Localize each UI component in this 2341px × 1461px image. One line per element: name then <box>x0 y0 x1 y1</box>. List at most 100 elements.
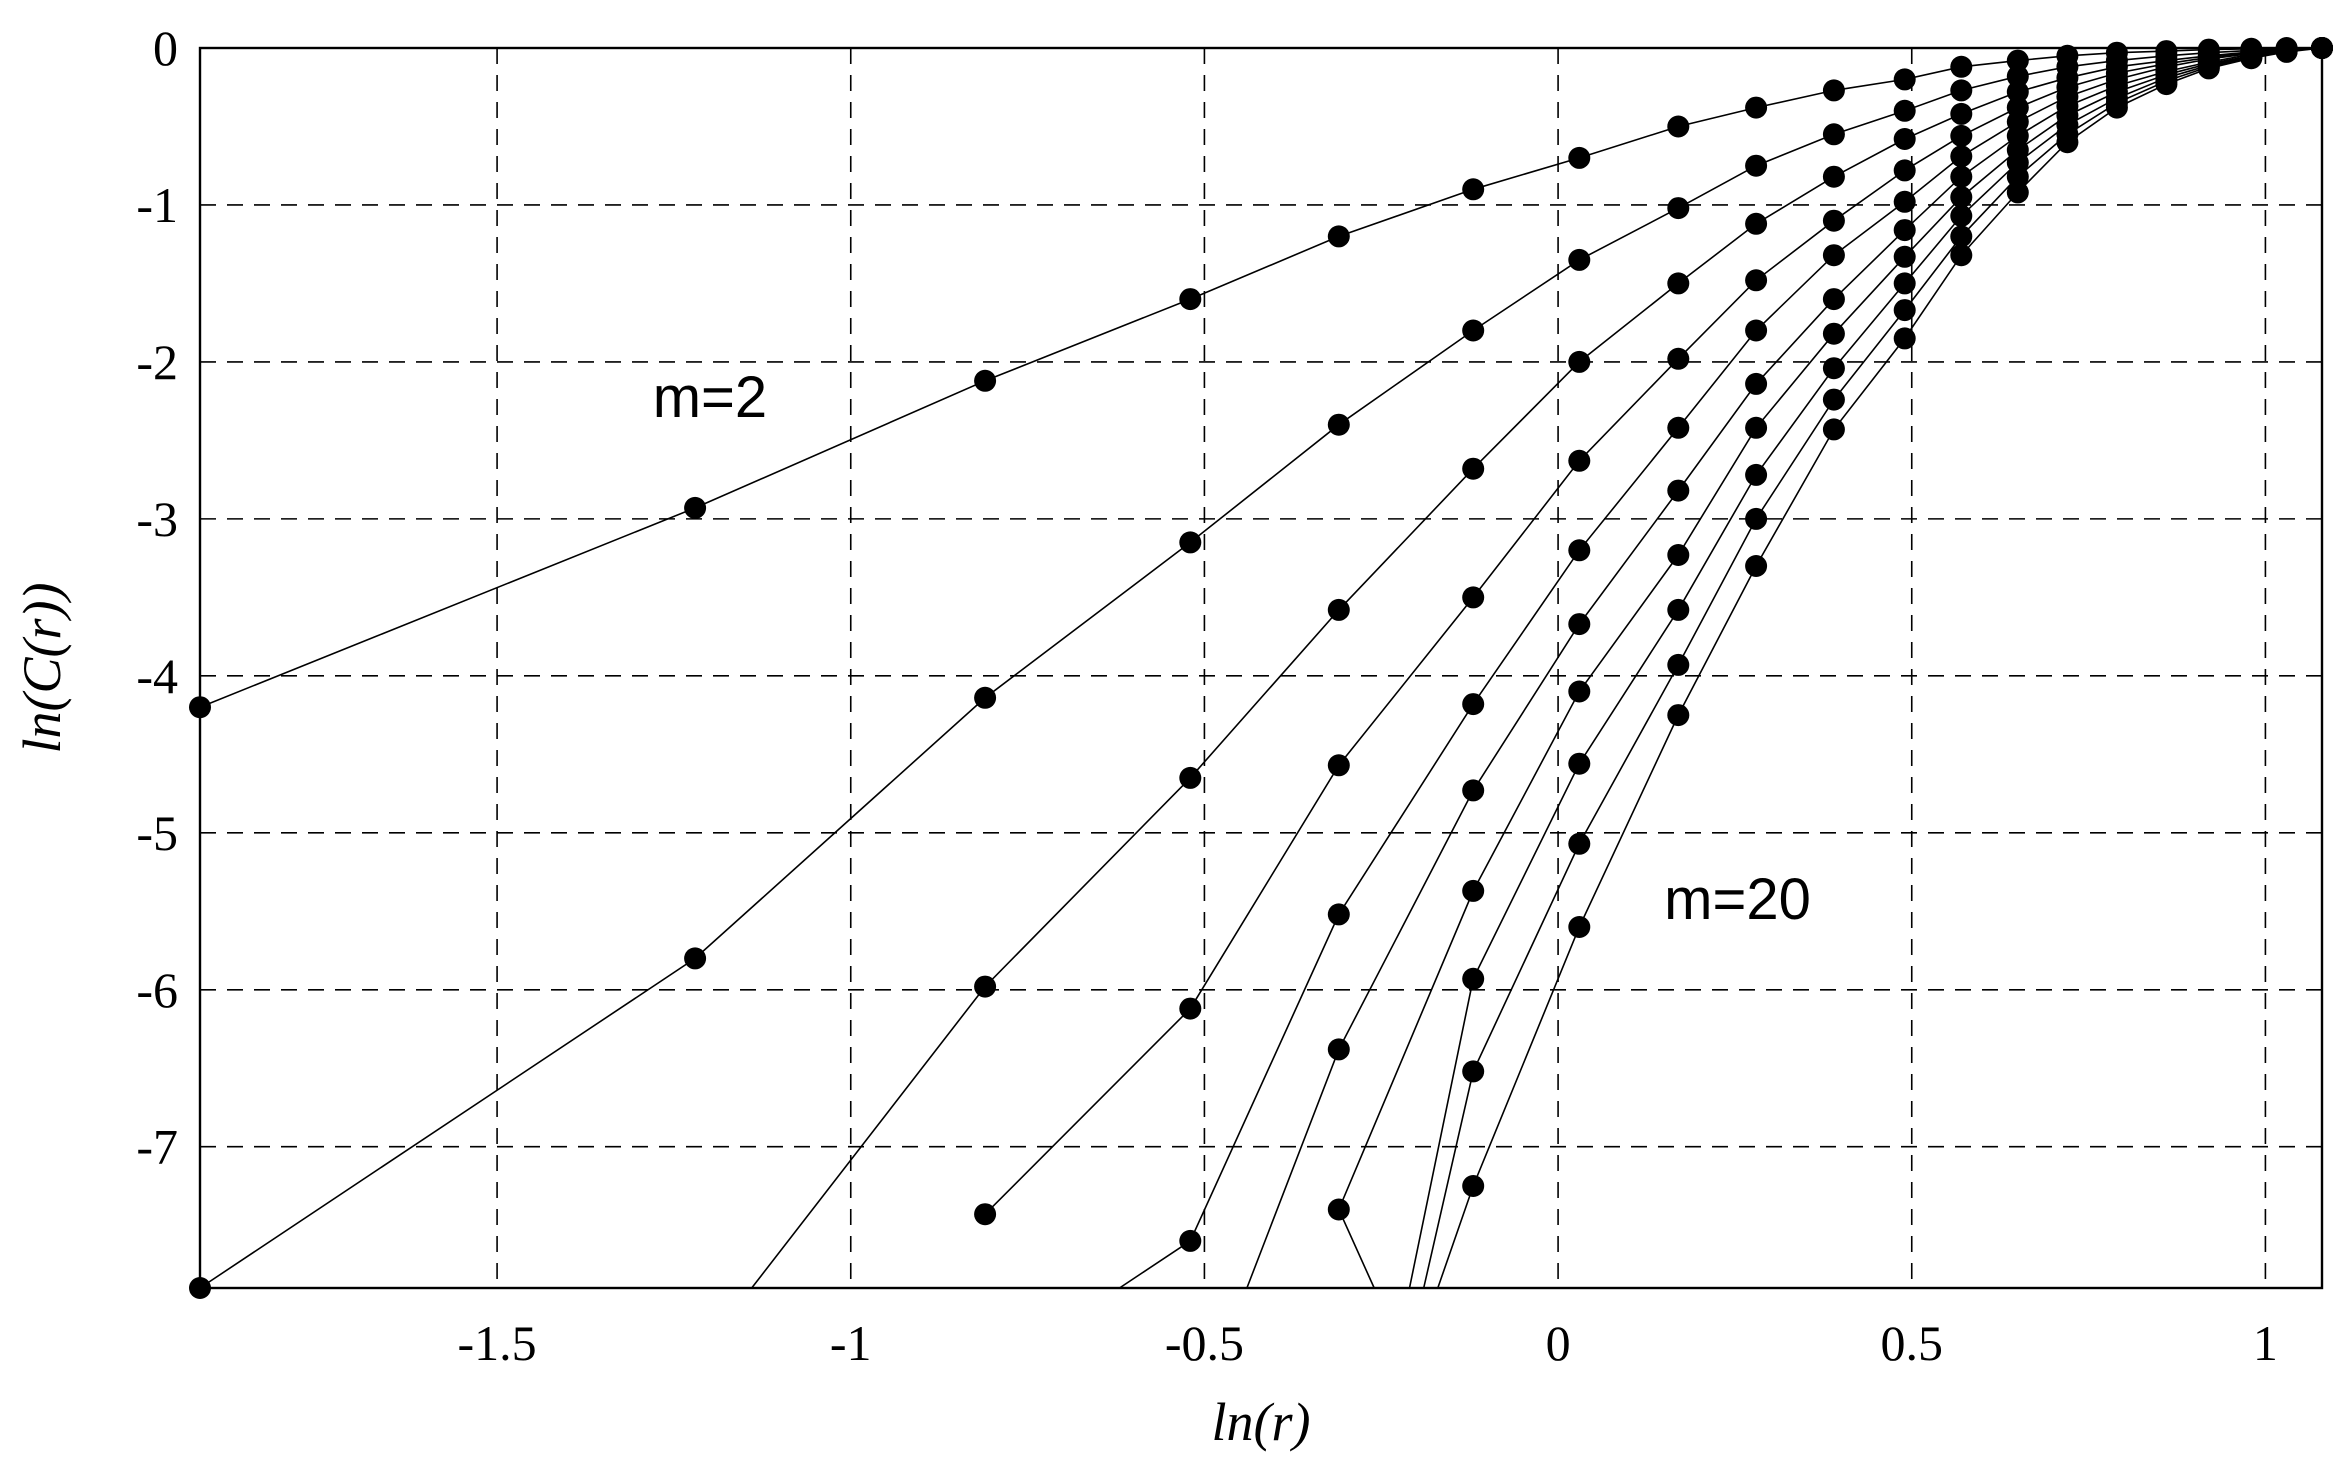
data-point <box>1667 197 1690 220</box>
data-point <box>1893 68 1916 91</box>
data-point <box>2105 96 2128 119</box>
x-tick-label: -0.5 <box>1165 1315 1244 1371</box>
data-point <box>1745 416 1768 439</box>
data-point <box>1893 190 1916 213</box>
data-point <box>1667 598 1690 621</box>
data-point <box>1462 457 1485 480</box>
data-point <box>1462 319 1485 342</box>
data-point <box>1893 219 1916 242</box>
data-point <box>1745 269 1768 292</box>
data-point <box>1950 102 1973 125</box>
data-point <box>1822 165 1845 188</box>
data-point <box>1822 388 1845 411</box>
data-point <box>2006 49 2029 72</box>
data-point <box>1950 244 1973 267</box>
annotation-label: m=2 <box>653 365 767 430</box>
data-point <box>1667 272 1690 295</box>
data-point <box>1568 613 1591 636</box>
data-point <box>1745 372 1768 395</box>
x-tick-label: -1.5 <box>458 1315 537 1371</box>
data-point <box>1462 693 1485 716</box>
x-tick-label: -1 <box>830 1315 872 1371</box>
data-point <box>1893 327 1916 350</box>
y-tick-label: -2 <box>136 334 178 390</box>
data-point <box>1327 598 1350 621</box>
data-point <box>1893 299 1916 322</box>
y-tick-label: -3 <box>136 491 178 547</box>
data-point <box>974 686 997 709</box>
data-point <box>1568 449 1591 472</box>
data-point <box>1327 1198 1350 1221</box>
data-point <box>1568 752 1591 775</box>
data-point <box>1822 418 1845 441</box>
data-point <box>1462 1060 1485 1083</box>
x-tick-labels: -1.5 -1 -0.5 0 0.5 1 <box>458 1315 2278 1371</box>
data-point <box>1568 248 1591 271</box>
series-lines <box>199 47 2323 1289</box>
annotation-label: m=20 <box>1664 867 1811 932</box>
series-line-m=4 <box>199 47 2323 1289</box>
data-point <box>2006 80 2029 103</box>
plot-frame <box>198 46 2324 1290</box>
data-point <box>1667 479 1690 502</box>
data-point <box>1822 123 1845 146</box>
y-tick-label: -7 <box>136 1119 178 1175</box>
series-line-m=10 <box>1119 47 2323 1289</box>
data-point <box>1568 146 1591 169</box>
data-point <box>1179 288 1202 311</box>
grid-lines <box>200 48 2322 1288</box>
data-point <box>1667 416 1690 439</box>
x-tick-label: 0 <box>1546 1315 1571 1371</box>
data-point <box>1893 159 1916 182</box>
data-point <box>1568 680 1591 703</box>
y-tick-label: 0 <box>153 20 178 76</box>
data-point <box>1568 539 1591 562</box>
data-point <box>1179 531 1202 554</box>
data-point <box>1179 766 1202 789</box>
data-point <box>1822 79 1845 102</box>
data-point <box>1950 124 1973 147</box>
data-point <box>1667 115 1690 138</box>
series-line-m=14 <box>1337 47 2323 1289</box>
data-point <box>1462 178 1485 201</box>
data-point <box>1327 754 1350 777</box>
data-point <box>1950 145 1973 168</box>
data-point <box>1950 204 1973 227</box>
data-point <box>1745 555 1768 577</box>
data-point <box>1745 96 1768 119</box>
data-point <box>1822 288 1845 311</box>
y-tick-label: -1 <box>136 177 178 233</box>
data-point <box>1462 586 1485 609</box>
data-point <box>684 496 707 519</box>
data-point <box>974 1203 997 1226</box>
data-point <box>2006 165 2029 188</box>
x-tick-label: 0.5 <box>1880 1315 1943 1371</box>
data-point <box>1462 879 1485 902</box>
series-line-m=18 <box>1422 47 2323 1289</box>
data-point <box>1179 1229 1202 1252</box>
data-point <box>2006 181 2029 204</box>
data-point <box>1950 225 1973 248</box>
data-point <box>2197 57 2220 80</box>
series-line-m=6 <box>751 47 2323 1289</box>
data-point <box>1745 154 1768 177</box>
data-point <box>1822 357 1845 380</box>
data-point <box>1745 212 1768 235</box>
data-point <box>974 975 997 998</box>
data-point <box>1667 704 1690 727</box>
data-point <box>684 947 707 970</box>
data-point <box>974 369 997 392</box>
data-point <box>1893 245 1916 268</box>
series-line-m=20 <box>1437 47 2323 1289</box>
series-line-m=12 <box>1246 47 2323 1289</box>
y-tick-label: -4 <box>136 648 178 704</box>
data-point <box>1327 903 1350 926</box>
data-point <box>1327 413 1350 436</box>
data-point <box>1893 128 1916 150</box>
data-point <box>2240 47 2263 70</box>
data-point <box>1950 79 1973 102</box>
x-tick-label: 1 <box>2253 1315 2278 1371</box>
data-point <box>1462 967 1485 990</box>
data-point <box>1568 350 1591 373</box>
